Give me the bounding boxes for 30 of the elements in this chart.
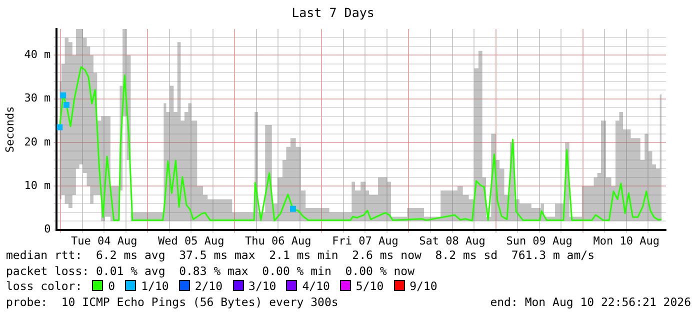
point bbox=[64, 102, 70, 108]
y-tick-label: 10 m bbox=[24, 179, 52, 192]
legend-label: 2/10 bbox=[194, 279, 223, 293]
text: end: Mon Aug 10 22:56:21 2026 bbox=[490, 294, 691, 310]
legend-label: 4/10 bbox=[302, 279, 330, 293]
text: median rtt: 6.2 ms avg 37.5 ms max 2.1 ms min 2.6 ms now 8.2 ms sd 761.3 m am/s bbox=[6, 248, 596, 264]
x-tick-label: Fri 07 Aug bbox=[332, 234, 398, 248]
x-tick-label: Wed 05 Aug bbox=[158, 234, 224, 248]
legend-label: 3/10 bbox=[248, 279, 276, 293]
text: packet loss: 0.01 % avg 0.83 % max 0.00 % min 0.00 % now bbox=[6, 264, 416, 279]
x-tick-label: Sun 09 Aug bbox=[506, 234, 572, 248]
legend-label: 5/10 bbox=[356, 279, 384, 293]
point bbox=[290, 206, 296, 212]
y-tick-label: 20 m bbox=[24, 135, 52, 148]
point bbox=[60, 92, 66, 98]
legend-label: 1/10 bbox=[141, 279, 169, 293]
x-tick-label: Sat 08 Aug bbox=[419, 234, 486, 248]
x-tick-label: Mon 10 Aug bbox=[593, 234, 660, 248]
legend-label: 0 bbox=[108, 279, 116, 293]
chart-title: Last 7 Days bbox=[292, 4, 374, 20]
legend-label: 9/10 bbox=[410, 279, 438, 293]
point bbox=[56, 124, 63, 130]
x-tick-label: Tue 04 Aug bbox=[70, 234, 138, 248]
y-tick-label: 40 m bbox=[24, 48, 52, 62]
y-tick-label: 30 m bbox=[24, 92, 52, 105]
legend-title: loss color: bbox=[6, 279, 82, 293]
text: probe: 10 ICMP Echo Pings (56 Bytes) every 300s bbox=[6, 294, 338, 310]
y-tick-label: 0 bbox=[44, 222, 51, 236]
x-tick-label: Thu 06 Aug bbox=[245, 234, 312, 248]
y-axis-title: Seconds bbox=[3, 106, 16, 153]
